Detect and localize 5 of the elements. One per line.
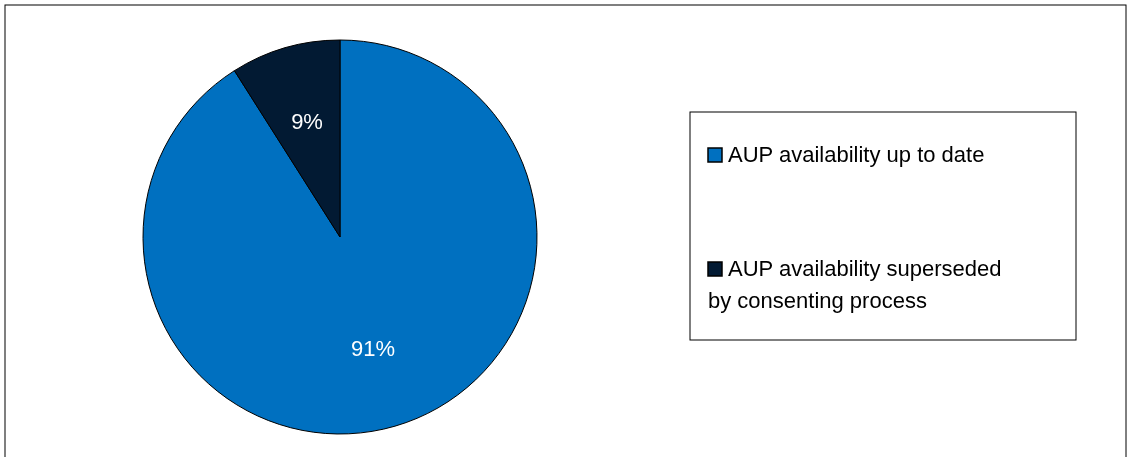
legend-label: AUP availability superseded by consenting process — [708, 255, 1002, 313]
pie-slice — [142, 39, 538, 435]
legend-label: AUP availability up to date — [728, 141, 985, 167]
data-label: 9% — [291, 109, 323, 135]
data-label: 91% — [350, 336, 395, 362]
